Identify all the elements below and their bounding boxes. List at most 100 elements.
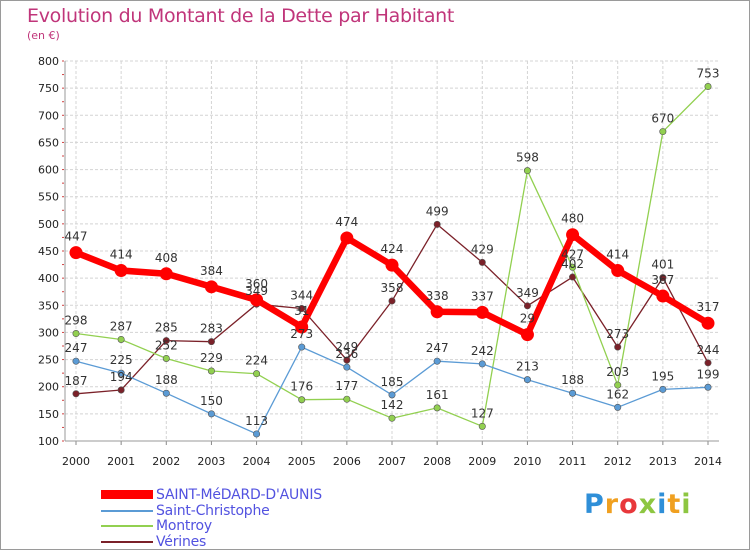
chart-subtitle: (en €) — [27, 29, 60, 42]
data-point — [207, 367, 215, 375]
data-label: 177 — [335, 379, 358, 393]
data-point — [614, 403, 622, 411]
x-tick-label: 2014 — [694, 455, 722, 468]
legend-label: Vérines — [156, 533, 207, 550]
data-point — [117, 386, 125, 394]
data-label: 150 — [200, 394, 223, 408]
data-point — [295, 320, 309, 334]
y-tick-label: 300 — [38, 326, 59, 339]
legend-swatch — [101, 525, 153, 527]
data-label: 247 — [65, 341, 88, 355]
data-point — [162, 337, 170, 345]
x-tick-label: 2007 — [378, 455, 406, 468]
data-point — [207, 410, 215, 418]
y-tick-label: 100 — [38, 435, 59, 448]
data-point — [614, 381, 622, 389]
data-label: 203 — [606, 365, 629, 379]
data-label: 213 — [516, 360, 539, 374]
data-label: 337 — [471, 289, 494, 303]
x-tick-label: 2011 — [559, 455, 587, 468]
x-tick-label: 2012 — [604, 455, 632, 468]
data-label: 424 — [381, 242, 404, 256]
data-point — [523, 302, 531, 310]
data-label: 408 — [155, 251, 178, 265]
data-label: 273 — [290, 327, 313, 341]
data-label: 127 — [471, 406, 494, 420]
x-tick-label: 2010 — [513, 455, 541, 468]
data-label: 287 — [110, 319, 133, 333]
data-label: 338 — [426, 289, 449, 303]
data-label: 247 — [426, 341, 449, 355]
data-label: 229 — [200, 351, 223, 365]
data-point — [298, 343, 306, 351]
data-label: 283 — [200, 322, 223, 336]
proxiti-logo: Proxiti — [584, 489, 692, 520]
data-label: 249 — [335, 340, 358, 354]
data-point — [523, 376, 531, 384]
legend-swatch — [101, 509, 153, 512]
data-point — [433, 357, 441, 365]
data-label: 185 — [381, 375, 404, 389]
data-point — [204, 280, 218, 294]
y-tick-label: 500 — [38, 218, 59, 231]
x-tick-label: 2006 — [333, 455, 361, 468]
data-label: 252 — [155, 338, 178, 352]
y-tick-label: 450 — [38, 245, 59, 258]
data-label: 598 — [516, 151, 539, 165]
data-point — [659, 128, 667, 136]
data-point — [117, 369, 125, 377]
data-label: 499 — [426, 204, 449, 218]
data-point — [253, 430, 261, 438]
data-label: 401 — [651, 258, 674, 272]
data-point — [659, 385, 667, 393]
data-label: 414 — [606, 248, 629, 262]
data-label: 194 — [110, 370, 133, 384]
data-label: 113 — [245, 414, 268, 428]
data-point — [388, 297, 396, 305]
data-point — [343, 363, 351, 371]
data-label: 162 — [606, 387, 629, 401]
data-point — [162, 354, 170, 362]
data-point — [656, 289, 670, 303]
data-point — [704, 83, 712, 91]
legend-label: SAINT-MéDARD-D'AUNIS — [156, 487, 322, 503]
logo-letter: i — [657, 489, 668, 520]
data-point — [433, 404, 441, 412]
y-tick-label: 550 — [38, 191, 59, 204]
data-point — [72, 390, 80, 398]
data-label: 188 — [561, 373, 584, 387]
x-tick-label: 2005 — [288, 455, 316, 468]
data-point — [659, 274, 667, 282]
data-point — [566, 228, 580, 242]
data-point — [478, 360, 486, 368]
data-point — [162, 389, 170, 397]
data-point — [475, 305, 489, 319]
data-label: 360 — [245, 277, 268, 291]
data-point — [253, 370, 261, 378]
x-tick-label: 2000 — [62, 455, 90, 468]
data-point — [117, 335, 125, 343]
data-label: 188 — [155, 373, 178, 387]
x-tick-label: 2003 — [197, 455, 225, 468]
chart-title: Evolution du Montant de la Dette par Hab… — [27, 5, 455, 27]
data-point — [704, 383, 712, 391]
data-label: 402 — [561, 257, 584, 271]
x-tick-label: 2002 — [152, 455, 180, 468]
data-label: 349 — [516, 286, 539, 300]
x-tick-label: 2008 — [423, 455, 451, 468]
data-label: 161 — [426, 388, 449, 402]
data-label: 176 — [290, 380, 313, 394]
data-point — [114, 264, 128, 278]
data-label: 29 — [520, 312, 535, 326]
data-label: 429 — [471, 242, 494, 256]
data-point — [250, 293, 264, 307]
grid — [65, 60, 719, 442]
data-point — [611, 264, 625, 278]
data-label: 358 — [381, 281, 404, 295]
data-point — [343, 395, 351, 403]
data-point — [298, 396, 306, 404]
data-point — [430, 305, 444, 319]
legend-swatch — [101, 540, 153, 543]
data-label: 298 — [65, 314, 88, 328]
